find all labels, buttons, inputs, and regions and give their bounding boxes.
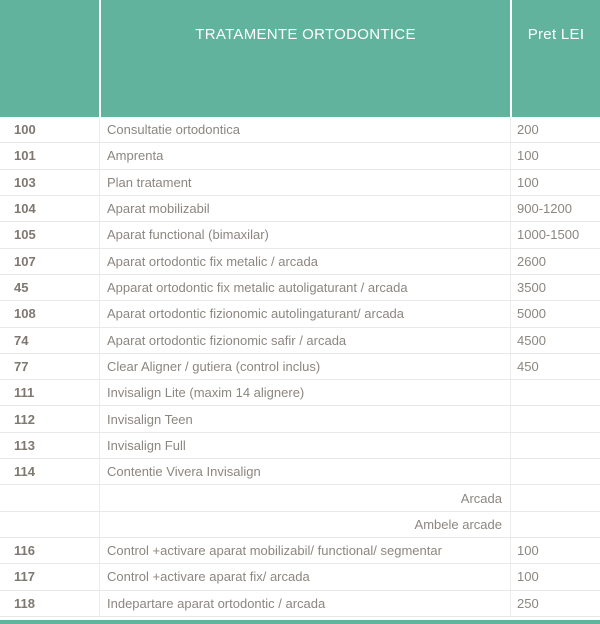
footer-accent-bar xyxy=(0,620,600,624)
cell-price: 100 xyxy=(510,169,600,195)
cell-code: 114 xyxy=(14,464,35,480)
cell-code: 118 xyxy=(14,595,35,611)
cell-name: Clear Aligner / gutiera (control inclus) xyxy=(99,353,510,380)
cell-code: 117 xyxy=(14,569,35,585)
cell-code: 103 xyxy=(14,174,36,190)
table-row: 114 Contentie Vivera Invisalign xyxy=(0,459,600,486)
cell-name: Amprenta xyxy=(99,143,510,169)
cell-name: Apparat ortodontic fix metalic autoligat… xyxy=(99,274,510,301)
cell-code: 113 xyxy=(14,437,35,453)
cell-name: Ambele arcade xyxy=(99,511,510,537)
table-row: 108 Aparat ortodontic fizionomic autolin… xyxy=(0,301,600,328)
cell-code: 104 xyxy=(14,201,36,217)
table-row: 116 Control +activare aparat mobilizabil… xyxy=(0,538,600,565)
cell-code: 77 xyxy=(14,358,29,374)
table-row: 103 Plan tratament 100 xyxy=(0,169,600,196)
cell-price xyxy=(510,432,600,459)
header-cell-treatment: TRATAMENTE ORTODONTICE xyxy=(99,0,510,117)
cell-name: Aparat ortodontic fizionomic safir / arc… xyxy=(99,327,510,353)
cell-price: 200 xyxy=(510,117,600,143)
cell-name: Aparat mobilizabil xyxy=(99,195,510,222)
cell-code: 45 xyxy=(14,280,29,296)
table-row: 104 Aparat mobilizabil 900-1200 xyxy=(0,195,600,223)
cell-code: 111 xyxy=(14,385,35,401)
table-row: 118 Indepartare aparat ortodontic / arca… xyxy=(0,590,600,617)
cell-price xyxy=(510,511,600,537)
cell-price: 1000-1500 xyxy=(510,222,600,248)
cell-code: 112 xyxy=(14,411,35,427)
cell-code: 74 xyxy=(14,332,29,348)
table-row: 100 Consultatie ortodontica 200 xyxy=(0,117,600,144)
cell-price: 100 xyxy=(510,143,600,169)
table-row: 45 Apparat ortodontic fix metalic autoli… xyxy=(0,274,600,302)
cell-price xyxy=(510,459,600,485)
table-body: 100 Consultatie ortodontica 200 101 Ampr… xyxy=(0,117,600,617)
table-row: 112 Invisalign Teen xyxy=(0,406,600,433)
cell-code xyxy=(0,512,99,537)
cell-price: 100 xyxy=(510,538,600,564)
table-row: 74 Aparat ortodontic fizionomic safir / … xyxy=(0,327,600,354)
cell-code: 100 xyxy=(14,122,36,138)
cell-name: Invisalign Lite (maxim 14 alignere) xyxy=(99,380,510,406)
cell-name: Plan tratament xyxy=(99,169,510,195)
cell-name: Consultatie ortodontica xyxy=(99,117,510,143)
cell-name: Invisalign Full xyxy=(99,432,510,459)
cell-name: Aparat ortodontic fix metalic / arcada xyxy=(99,248,510,274)
cell-price: 4500 xyxy=(510,327,600,353)
cell-price: 450 xyxy=(510,353,600,380)
table-row: Ambele arcade xyxy=(0,511,600,538)
cell-price: 900-1200 xyxy=(510,195,600,222)
table-header-row: TRATAMENTE ORTODONTICE Pret LEI xyxy=(0,0,600,117)
cell-code: 107 xyxy=(14,253,36,269)
cell-name: Indepartare aparat ortodontic / arcada xyxy=(99,590,510,616)
cell-code: 108 xyxy=(14,306,36,322)
cell-price xyxy=(510,406,600,432)
cell-name: Contentie Vivera Invisalign xyxy=(99,459,510,485)
header-cell-price: Pret LEI xyxy=(510,0,600,117)
cell-name: Control +activare aparat mobilizabil/ fu… xyxy=(99,538,510,564)
cell-name: Aparat functional (bimaxilar) xyxy=(99,222,510,248)
cell-name: Invisalign Teen xyxy=(99,406,510,432)
table-row: Arcada xyxy=(0,485,600,512)
table-row: 77 Clear Aligner / gutiera (control incl… xyxy=(0,353,600,381)
cell-price xyxy=(510,380,600,406)
cell-code: 101 xyxy=(14,148,36,164)
table-row: 111 Invisalign Lite (maxim 14 alignere) xyxy=(0,380,600,407)
cell-code: 105 xyxy=(14,227,36,243)
cell-price: 100 xyxy=(510,564,600,590)
cell-price: 3500 xyxy=(510,274,600,301)
table-row: 117 Control +activare aparat fix/ arcada… xyxy=(0,564,600,591)
cell-code xyxy=(0,485,99,510)
cell-price: 5000 xyxy=(510,301,600,327)
table-row: 107 Aparat ortodontic fix metalic / arca… xyxy=(0,248,600,275)
cell-name: Arcada xyxy=(99,485,510,511)
table-row: 113 Invisalign Full xyxy=(0,432,600,460)
table-row: 101 Amprenta 100 xyxy=(0,143,600,170)
table-row: 105 Aparat functional (bimaxilar) 1000-1… xyxy=(0,222,600,249)
footer-spacer xyxy=(0,617,600,620)
cell-name: Aparat ortodontic fizionomic autolingatu… xyxy=(99,301,510,327)
cell-code: 116 xyxy=(14,543,35,559)
header-cell-code xyxy=(0,0,99,117)
cell-name: Control +activare aparat fix/ arcada xyxy=(99,564,510,590)
cell-price xyxy=(510,485,600,511)
cell-price: 250 xyxy=(510,590,600,616)
cell-price: 2600 xyxy=(510,248,600,274)
